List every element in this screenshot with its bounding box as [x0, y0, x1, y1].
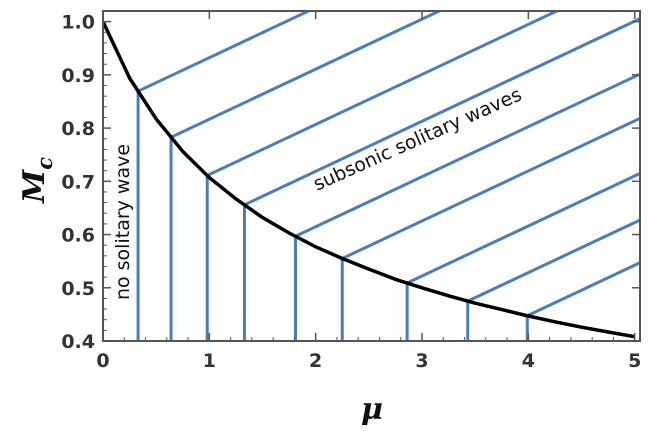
hatch-diagonal-6	[406, 171, 640, 285]
x-tick-label-5: 5	[628, 350, 641, 372]
hatch-aux-2	[407, 0, 668, 32]
x-tick-label-0: 0	[96, 350, 109, 372]
hatch-aux-1	[337, 0, 656, 38]
hatch-diagonal-5	[341, 116, 640, 260]
axis-ticks	[102, 11, 640, 342]
y-tick-label-5: 0.9	[61, 65, 95, 87]
hatch-diagonal-2	[206, 11, 561, 177]
hatch-diagonal-8	[526, 261, 640, 318]
hatch-diagonal-0	[137, 11, 312, 93]
y-tick-label-1: 0.5	[61, 278, 95, 300]
y-tick-label-4: 0.8	[61, 118, 95, 140]
hatch-diagonal-1	[170, 11, 443, 139]
y-axis-label-subscript: c	[32, 157, 57, 170]
axis-tick-labels: 0 1 2 3 4 5 0.4 0.5 0.6 0.7 0.8 0.9 1.0	[61, 12, 641, 372]
hatch-diagonal-7	[467, 218, 640, 303]
y-tick-label-3: 0.7	[61, 171, 95, 193]
x-tick-label-1: 1	[203, 350, 216, 372]
y-tick-label-0: 0.4	[61, 331, 95, 353]
x-tick-label-3: 3	[415, 350, 428, 372]
svg-text:Mc: Mc	[17, 157, 57, 204]
y-tick-label-2: 0.6	[61, 225, 95, 247]
plot-frame	[102, 10, 641, 342]
y-axis-label: Mc	[17, 157, 57, 204]
hatch-layer	[136, 0, 668, 341]
hatch-diagonal-3	[243, 17, 640, 207]
y-tick-label-6: 1.0	[61, 12, 95, 34]
x-tick-label-2: 2	[309, 350, 322, 372]
critical-mach-curve	[103, 20, 636, 339]
x-axis-label: μ	[361, 392, 383, 427]
hatch-diagonal-4	[294, 72, 640, 238]
y-axis-label-main: M	[17, 169, 52, 204]
x-tick-label-4: 4	[522, 350, 535, 372]
annotation-no-wave: no solitary wave	[112, 144, 134, 300]
